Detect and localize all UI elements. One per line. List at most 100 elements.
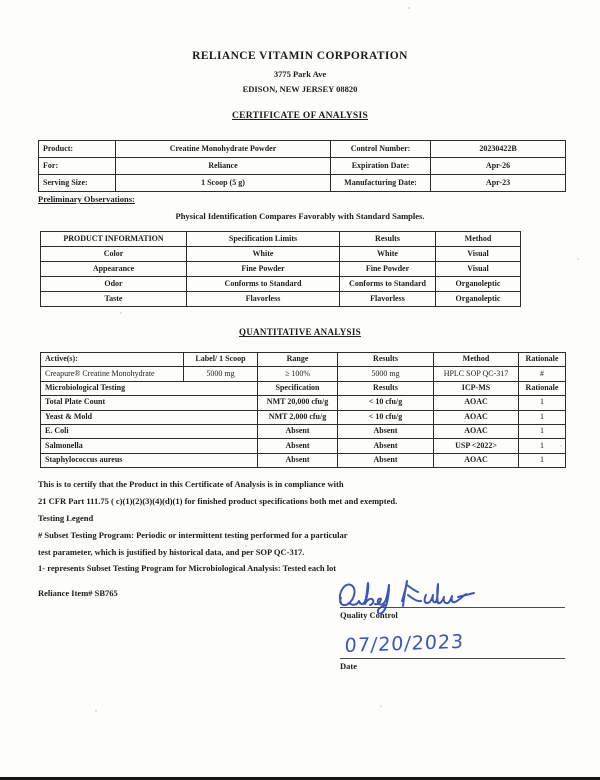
table-header-row: PRODUCT INFORMATION Specification Limits… [40, 231, 521, 247]
cell: Flavorless [186, 291, 340, 307]
preliminary-observations-heading: Preliminary Observations: [38, 194, 135, 204]
table-row: Creapure® Creatine Monohydrate 5000 mg ≥… [40, 366, 566, 382]
table-row: Appearance Fine Powder Fine Powder Visua… [40, 261, 521, 277]
company-name: RELIANCE VITAMIN CORPORATION [192, 50, 408, 62]
scan-speckle [120, 312, 122, 314]
cell: Absent [337, 438, 434, 454]
section-header: Microbiological Testing [40, 380, 258, 397]
legend-line2: test parameter, which is justified by hi… [38, 547, 305, 557]
cell: Absent [337, 452, 434, 469]
cell: Flavorless [339, 291, 436, 307]
column-header: Specification [257, 380, 338, 397]
cell: E. Coli [40, 423, 258, 440]
table-row: Taste Flavorless Flavorless Organoleptic [40, 291, 521, 307]
certification-line2: 21 CFR Part 111.75 ( c)(1)(2)(3)(4)(d)(1… [38, 496, 398, 506]
cell: 1 [518, 438, 566, 454]
quantitative-analysis-heading: QUANTITATIVE ANALYSIS [239, 327, 361, 337]
cell: AOAC [433, 409, 519, 425]
cell: 5000 mg [183, 366, 258, 382]
table-row: Serving Size: 1 Scoop (5 g) Manufacturin… [38, 174, 566, 192]
document-title: CERTIFICATE OF ANALYSIS [231, 111, 369, 121]
column-header: Specification Limits [186, 231, 340, 247]
date-label: Date [340, 661, 357, 671]
table-row: E. Coli Absent Absent AOAC 1 [40, 423, 566, 440]
cell: Color [40, 246, 187, 262]
column-header: ICP-MS [433, 380, 519, 397]
table-row: Total Plate Count NMT 20,000 cfu/g < 10 … [40, 395, 566, 411]
cell: Appearance [40, 261, 187, 277]
cell: Salmonella [40, 438, 258, 454]
cell: HPLC SOP QC-317 [433, 366, 519, 382]
scan-speckle [577, 258, 579, 260]
column-header: Rationale [518, 351, 566, 368]
info-value: Creatine Monohydrate Powder [115, 140, 331, 158]
table-row: Salmonella Absent Absent USP <2022> 1 [40, 438, 566, 454]
signature-line [340, 607, 565, 608]
scan-speckle [95, 710, 97, 712]
cell: NMT 2,000 cfu/g [257, 409, 338, 425]
info-label: Product: [38, 140, 116, 158]
cell: # [518, 366, 566, 382]
cell: NMT 20,000 cfu/g [257, 395, 338, 411]
table-row: Yeast & Mold NMT 2,000 cfu/g < 10 cfu/g … [40, 409, 566, 425]
company-address-line1: 3775 Park Ave [273, 69, 327, 79]
cell: Staphylococcus aureus [40, 452, 258, 469]
scan-speckle [560, 445, 562, 447]
cell: Absent [257, 438, 338, 454]
cell: Absent [337, 423, 434, 440]
column-header: Range [257, 351, 338, 368]
scan-speckle [408, 7, 410, 9]
info-label: Expiration Date: [330, 157, 431, 175]
cell: 5000 mg [337, 366, 434, 382]
date-line [340, 658, 565, 659]
product-info-header-table: Product: Creatine Monohydrate Powder Con… [38, 140, 566, 192]
preliminary-observations-note: Physical Identification Compares Favorab… [175, 211, 425, 221]
cell: Fine Powder [186, 261, 340, 277]
signature-ink-icon [339, 580, 475, 615]
table-row: For: Reliance Expiration Date: Apr-26 [38, 157, 566, 175]
cell: White [186, 246, 340, 262]
cell: USP <2022> [433, 438, 519, 454]
reliance-item-number: Reliance Item# SB765 [38, 588, 118, 598]
table-row: Color White White Visual [40, 246, 521, 262]
table-row: Odor Conforms to Standard Conforms to St… [40, 276, 521, 292]
cell: Taste [40, 291, 187, 307]
cell: Conforms to Standard [339, 276, 436, 292]
cell: AOAC [433, 395, 519, 411]
info-value: Apr-23 [430, 174, 566, 192]
info-value: Apr-26 [430, 157, 566, 175]
info-value: 1 Scoop (5 g) [115, 174, 331, 192]
handwritten-date: 07/20/2023 [344, 630, 465, 657]
cell: White [339, 246, 436, 262]
cell: AOAC [433, 423, 519, 440]
cell: Fine Powder [339, 261, 436, 277]
column-header: Results [337, 380, 434, 397]
cell: Creapure® Creatine Monohydrate [40, 366, 184, 382]
scan-speckle [380, 705, 382, 707]
cell: AOAC [433, 452, 519, 469]
cell: Total Plate Count [40, 395, 258, 411]
info-label: For: [38, 157, 116, 175]
signature-role-label: Quality Control [340, 610, 398, 620]
legend-line1: # Subset Testing Program: Periodic or in… [38, 530, 348, 540]
table-header-row: Microbiological Testing Specification Re… [40, 380, 566, 397]
cell: Visual [435, 261, 521, 277]
column-header: Method [435, 231, 521, 247]
info-label: Control Number: [330, 140, 431, 158]
cell: 1 [518, 395, 566, 411]
scan-edge-artifact [0, 777, 600, 780]
quantitative-analysis-table: Active(s): Label/ 1 Scoop Range Results … [40, 351, 566, 469]
cell: Organoleptic [435, 291, 521, 307]
company-address-line2: EDISON, NEW JERSEY 08820 [242, 84, 358, 94]
cell: Absent [257, 423, 338, 440]
column-header: Results [339, 231, 436, 247]
cell: < 10 cfu/g [337, 395, 434, 411]
quality-control-signature [334, 576, 484, 619]
certification-line1: This is to certify that the Product in t… [38, 479, 344, 489]
column-header: Active(s): [40, 351, 184, 368]
info-label: Manufacturing Date: [330, 174, 431, 192]
cell: Yeast & Mold [40, 409, 258, 425]
cell: Odor [40, 276, 187, 292]
cell: Absent [257, 452, 338, 469]
table-row: Staphylococcus aureus Absent Absent AOAC… [40, 452, 566, 469]
